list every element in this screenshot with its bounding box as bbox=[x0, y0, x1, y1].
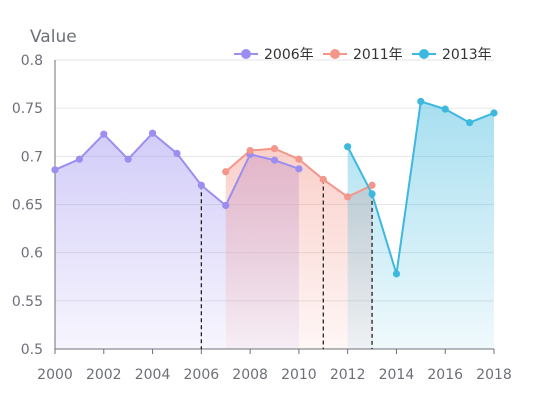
data-point[interactable] bbox=[270, 145, 279, 153]
x-tick-label: 2012 bbox=[330, 367, 366, 383]
data-point[interactable] bbox=[441, 105, 449, 113]
x-tick-label: 2014 bbox=[379, 367, 415, 383]
data-point[interactable] bbox=[368, 190, 376, 198]
legend-label: 2006年 bbox=[264, 47, 314, 63]
series-points bbox=[51, 97, 498, 278]
x-tick-label: 2016 bbox=[427, 367, 463, 383]
data-point[interactable] bbox=[222, 201, 230, 210]
y-tick-label: 0.8 bbox=[21, 53, 43, 69]
y-tick-label: 0.55 bbox=[12, 294, 43, 310]
area-3 bbox=[347, 101, 494, 349]
x-tick-label: 2000 bbox=[37, 367, 73, 383]
x-tick-label: 2008 bbox=[232, 367, 268, 383]
y-tick-label: 0.7 bbox=[21, 149, 43, 165]
data-point[interactable] bbox=[344, 193, 352, 201]
data-point[interactable] bbox=[368, 181, 376, 189]
data-point[interactable] bbox=[197, 181, 205, 189]
x-tick-label: 2006 bbox=[184, 367, 220, 383]
data-point[interactable] bbox=[173, 149, 181, 158]
data-point[interactable] bbox=[222, 168, 230, 176]
data-point[interactable] bbox=[392, 270, 401, 278]
x-tick-label: 2018 bbox=[476, 367, 512, 383]
data-point[interactable] bbox=[51, 166, 59, 174]
data-point[interactable] bbox=[490, 109, 498, 117]
y-tick-label: 0.5 bbox=[21, 342, 43, 358]
tick-labels: 0.5 0.55 0.6 0.65 0.7 0.75 0.8 2000 2002 2004 2006… bbox=[12, 53, 512, 383]
data-point[interactable] bbox=[344, 143, 352, 151]
data-point[interactable] bbox=[124, 155, 132, 163]
year-marker-lines bbox=[200, 179, 373, 349]
legend-dot-icon bbox=[419, 49, 429, 59]
data-point[interactable] bbox=[295, 165, 303, 173]
legend-item-1[interactable]: 2006年 bbox=[234, 47, 314, 63]
data-point[interactable] bbox=[466, 119, 474, 127]
data-point[interactable] bbox=[75, 155, 83, 163]
y-axis-title: Value bbox=[30, 27, 77, 47]
legend-dot-icon bbox=[241, 49, 251, 59]
legend[interactable]: 2006年 2011年 2013年 bbox=[234, 47, 492, 63]
data-point[interactable] bbox=[417, 97, 425, 106]
y-tick-label: 0.65 bbox=[12, 198, 43, 214]
area-2 bbox=[225, 148, 373, 349]
data-point[interactable] bbox=[100, 130, 108, 138]
x-tick-label: 2004 bbox=[135, 367, 171, 383]
legend-label: 2011年 bbox=[353, 47, 403, 63]
legend-item-2[interactable]: 2011年 bbox=[323, 47, 403, 63]
axes bbox=[54, 60, 495, 354]
y-tick-label: 0.6 bbox=[21, 246, 43, 262]
legend-label: 2013年 bbox=[442, 47, 492, 63]
data-point[interactable] bbox=[270, 156, 279, 164]
area-fills bbox=[55, 101, 494, 349]
legend-item-3[interactable]: 2013年 bbox=[412, 47, 492, 63]
legend-dot-icon bbox=[330, 49, 340, 59]
x-tick-label: 2002 bbox=[86, 367, 122, 383]
data-point[interactable] bbox=[246, 146, 254, 155]
data-point[interactable] bbox=[295, 155, 303, 163]
x-tick-label: 2010 bbox=[281, 367, 317, 383]
y-tick-label: 0.75 bbox=[12, 101, 43, 117]
data-point[interactable] bbox=[319, 175, 327, 184]
data-point[interactable] bbox=[148, 129, 157, 137]
